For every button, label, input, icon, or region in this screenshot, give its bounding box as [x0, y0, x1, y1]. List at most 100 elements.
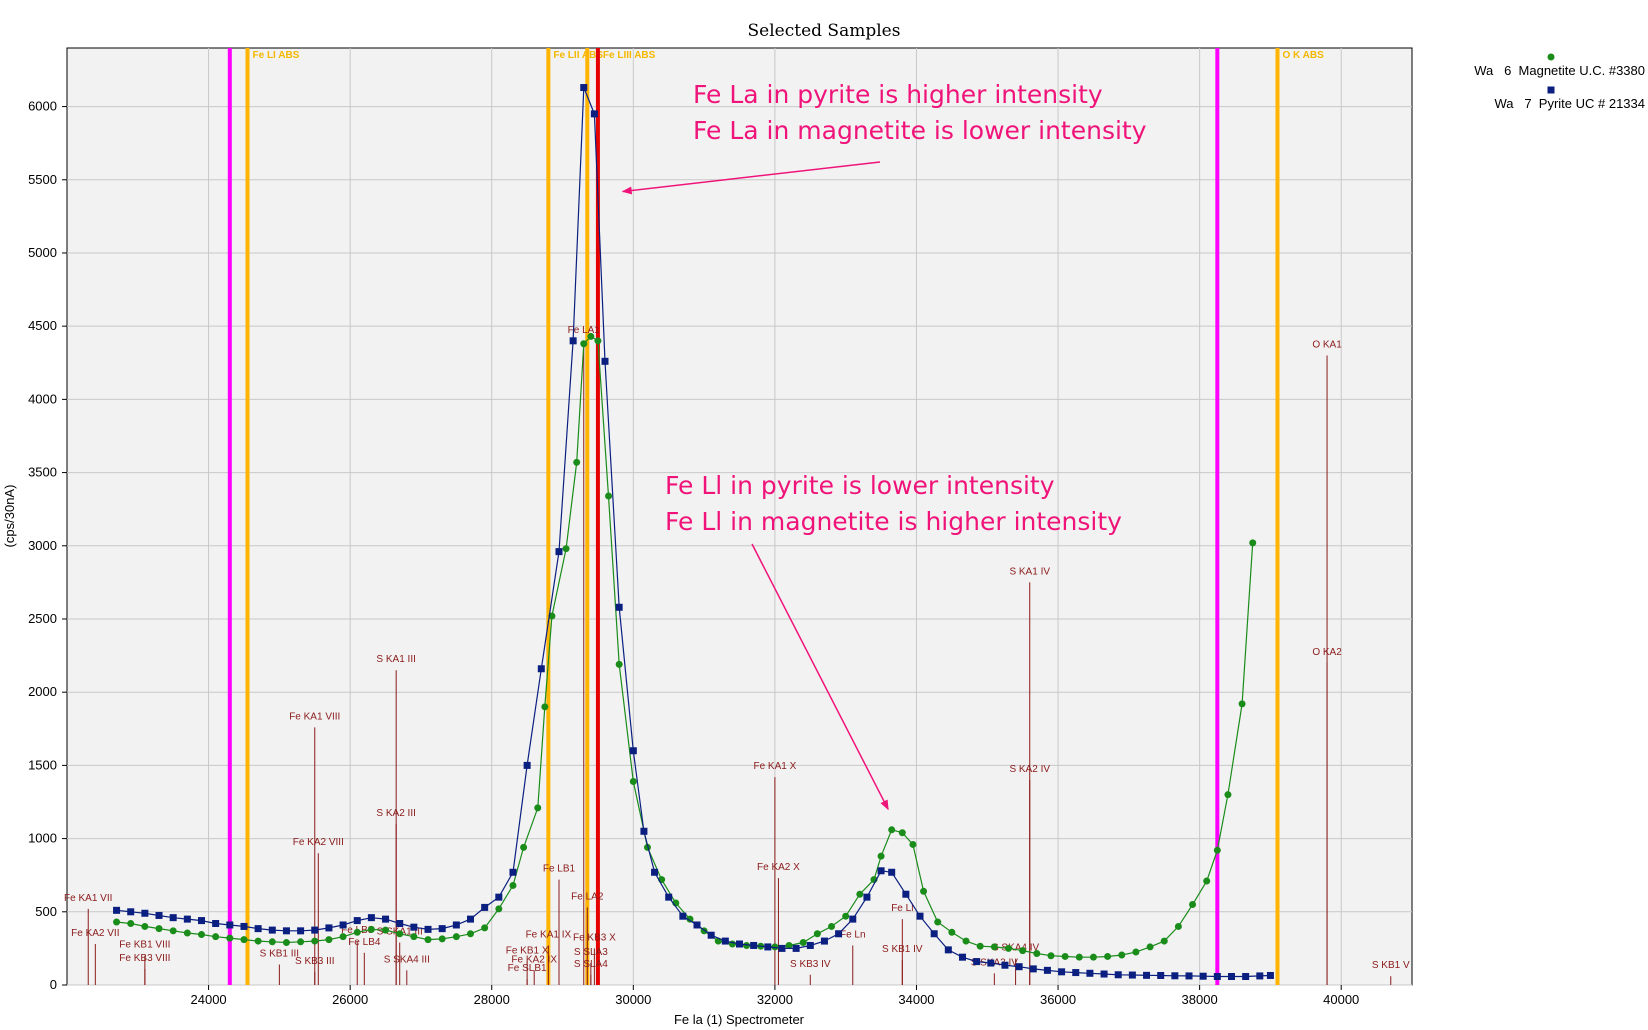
kline-label: Fe KA2 X — [757, 862, 800, 873]
data-point — [325, 924, 333, 932]
kline-label: O KA2 — [1312, 647, 1342, 658]
data-point — [806, 941, 814, 949]
kline-label: Fe Ll — [891, 903, 913, 914]
data-point — [1256, 972, 1264, 980]
data-point — [888, 868, 896, 876]
data-point — [813, 930, 821, 938]
data-point — [1128, 971, 1136, 979]
data-point — [141, 922, 149, 930]
data-point — [198, 917, 205, 925]
kline-label: Fe KB3 X — [573, 932, 616, 943]
kline-label: S KA1 III — [376, 654, 415, 665]
data-point — [226, 921, 234, 929]
data-point — [127, 908, 135, 916]
kline-label: Fe LA1 — [568, 325, 601, 336]
data-point — [640, 827, 648, 835]
data-point — [537, 665, 545, 673]
y-tick-label: 5500 — [28, 172, 57, 187]
x-tick-label: 36000 — [1040, 992, 1076, 1007]
kline-label: Fe KA2 VIII — [293, 837, 344, 848]
data-point — [396, 920, 404, 928]
data-point — [820, 937, 828, 945]
data-point — [835, 930, 843, 938]
kline-label: Fe LA2 — [571, 891, 604, 902]
x-tick-label: 30000 — [615, 992, 651, 1007]
data-point — [282, 927, 290, 935]
data-point — [665, 893, 673, 901]
data-point — [467, 915, 474, 923]
data-point — [764, 943, 772, 951]
data-point — [282, 939, 290, 947]
kline-label: S KB3 III — [295, 956, 334, 967]
data-point — [1224, 791, 1232, 799]
kline-label: S KB3 IV — [790, 959, 831, 970]
data-point — [127, 920, 135, 928]
data-point — [1043, 966, 1051, 974]
kline-label: Fe LB4 — [348, 937, 381, 948]
data-point — [615, 660, 623, 668]
data-point — [799, 939, 807, 947]
annotation-text: Fe Ll in pyrite is lower intensity — [665, 471, 1055, 500]
legend-label: Wa 7 Pyrite UC # 21334 — [1494, 96, 1645, 111]
data-point — [169, 914, 177, 922]
data-point — [410, 933, 418, 941]
data-point — [920, 887, 928, 895]
data-point — [707, 931, 715, 939]
data-point — [438, 925, 446, 933]
data-point — [973, 958, 981, 966]
plot-area — [66, 47, 1413, 986]
data-point — [615, 603, 623, 611]
y-tick-label: 5000 — [28, 245, 57, 260]
absorption-edges: Fe LI ABS Fe LII ABS Fe LIII ABS O K ABS — [227, 48, 1324, 985]
data-point — [481, 903, 489, 911]
y-tick-label: 4500 — [28, 318, 57, 333]
kline-label: S KB1 III — [260, 949, 299, 960]
annotation-text: Fe La in pyrite is higher intensity — [693, 80, 1103, 109]
data-point — [1015, 963, 1023, 971]
data-point — [495, 893, 503, 901]
data-point — [541, 703, 549, 711]
data-point — [1160, 937, 1168, 945]
legend-label: Wa 6 Magnetite U.C. #3380 — [1474, 63, 1645, 78]
data-point — [1203, 877, 1211, 885]
data-point — [562, 545, 570, 553]
x-tick-label: 26000 — [332, 992, 368, 1007]
absorption-edge-label: Fe LI ABS — [253, 50, 300, 61]
y-tick-label: 3000 — [28, 538, 57, 553]
x-tick-label: 40000 — [1323, 992, 1359, 1007]
kline-label: Fe Ln — [840, 929, 866, 940]
data-point — [1143, 971, 1151, 979]
chart-title: Selected Samples — [748, 21, 901, 41]
x-tick-label: 32000 — [757, 992, 793, 1007]
data-point — [828, 922, 836, 930]
kline-label: S KA2 III — [376, 808, 415, 819]
data-point — [587, 332, 595, 340]
data-point — [254, 937, 262, 945]
data-point — [1005, 944, 1012, 952]
data-point — [396, 930, 404, 938]
data-point — [183, 929, 191, 937]
kline-label: S KA1 IV — [1009, 566, 1050, 577]
y-axis-label: (cps/30nA) — [2, 485, 17, 548]
data-point — [198, 930, 205, 938]
y-tick-label: 2000 — [28, 684, 57, 699]
data-point — [693, 921, 701, 929]
data-point — [155, 911, 163, 919]
kline-label: Fe KA1 IX — [526, 929, 572, 940]
kline-label: O KA1 — [1312, 339, 1342, 350]
data-point — [1047, 952, 1055, 960]
data-point — [339, 921, 347, 929]
y-tick-label: 6000 — [28, 99, 57, 114]
y-tick-label: 1000 — [28, 831, 57, 846]
data-point — [643, 843, 651, 851]
kline-label: Fe KB1 VIII — [119, 940, 170, 951]
kline-label: S KA2 IV — [1009, 764, 1050, 775]
data-point — [141, 909, 149, 917]
data-point — [495, 905, 503, 913]
data-point — [113, 918, 121, 926]
data-point — [962, 937, 970, 945]
data-point — [367, 925, 375, 933]
data-point — [792, 944, 800, 952]
data-point — [438, 935, 446, 943]
